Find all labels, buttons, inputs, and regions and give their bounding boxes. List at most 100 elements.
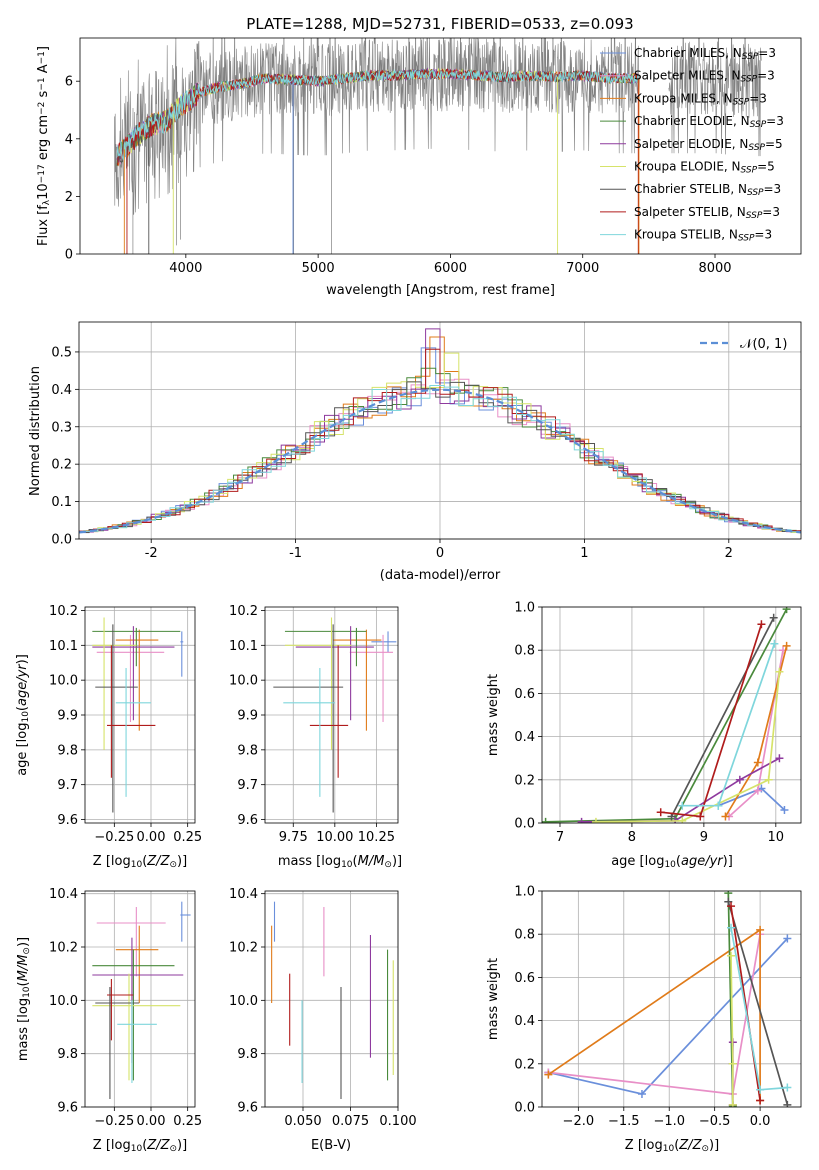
label-part: =5 [765,137,783,151]
mass-weight-line-kroupa_elodie [595,671,781,823]
label-part: mass [ [278,854,321,869]
mass-weight-line-salpeter_miles [548,934,761,1095]
axes-border [264,890,399,1108]
y-axis-label: mass weight [486,958,501,1040]
normal-curve [79,388,801,534]
axes-border [78,321,802,540]
errorbars-age_vs_mass [273,617,397,813]
mass-weight-line-chabrier_miles [548,937,789,1095]
label-part: mass [ [16,1018,31,1061]
y-tick-label: 0.5 [51,345,72,360]
label-part: SSP [742,52,759,62]
y-tick-label: 1.0 [514,601,535,616]
marker-chabrier_stelib [724,897,733,906]
legend-label-chabrier_miles: Chabrier MILES, NSSP=3 [634,46,776,62]
label-part: Chabrier STELIB, N [634,182,747,196]
label-part: ⊙ [701,1144,709,1154]
label-part: −1 [37,77,47,90]
label-part: ⊙ [384,860,392,870]
mass-weight-line-chabrier_stelib [670,617,775,817]
label-part: SSP [748,143,765,153]
y-tick-label: 0.2 [514,773,535,788]
marker-chabrier_elodie [542,817,550,823]
legend-label-salpeter_stelib: Salpeter STELIB, NSSP=3 [634,205,780,221]
label-part: =3 [762,205,780,219]
y-tick-label: 0 [65,248,73,263]
y-tick-label: 10.4 [49,887,78,902]
marker-salpeter_elodie [775,754,784,763]
label-part: Z/Z [146,1138,170,1153]
x-axis-label: E(B-V) [311,1138,351,1153]
label-part: SSP [738,234,755,244]
marker-kroupa_miles [721,812,730,821]
label-part: SSP [741,75,758,85]
y-tick-label: 0.4 [514,1014,535,1029]
y-tick-label: 2 [65,190,73,205]
marker-kroupa_stelib [783,1083,792,1092]
label-part: A [36,64,51,77]
label-part: =3 [758,46,776,60]
marker-kroupa_elodie [728,1100,737,1107]
label-part: ( [142,1138,147,1153]
marker-kroupa_miles [544,1070,553,1079]
x-tick-label: 10.00 [316,830,353,845]
label-part: ( [16,981,31,986]
label-part: Kroupa ELODIE, N [634,160,741,174]
x-tick-label: 2 [725,546,733,561]
y-tick-label: 4 [65,132,73,147]
legend-label-chabrier_stelib: Chabrier STELIB, NSSP=3 [634,182,781,198]
x-tick-label: 6000 [434,261,467,276]
label-part: =5 [757,160,775,174]
x-tick-label: 8 [628,830,636,845]
y-tick-label: 9.6 [57,1101,78,1116]
label-part: 10 [341,860,353,870]
y-tick-label: 0.0 [51,533,72,548]
y-tick-label: 10.4 [229,887,258,902]
label-part: )] [723,854,733,869]
label-part: age [ [15,742,30,775]
axes-border [84,606,196,824]
marker-chabrier_stelib [769,613,778,622]
y-axis-label: Flux [fλ10−17 erg cm−2 s−1 A−1] [36,46,52,246]
label-part: log [321,854,341,869]
y-axis-label: mass [log10(M/M⊙)] [16,937,32,1061]
x-axis-label: mass [log10(M/M⊙)] [278,854,402,870]
marker-kroupa_elodie [775,667,784,676]
marker-salpeter_stelib [757,620,766,629]
x-tick-label: 0.075 [332,1114,369,1129]
label-part: M/M [16,955,31,982]
marker-chabrier_miles [780,806,789,815]
lines-mass_weight_vs_age [542,607,791,823]
label-part: ⊙ [169,1144,177,1154]
x-tick-label: 0.0 [750,1114,771,1129]
axes-age_vs_Z: −0.25 0.00 0.25 9.6 9.7 9.8 9.9 10.0 10.1 10.2 [49,604,202,845]
x-tick-label: 0.100 [379,1114,416,1129]
label-part: Z/Z [678,1138,702,1153]
mass-weight-line-salpeter_elodie [581,757,780,823]
y-tick-label: 0.4 [51,383,72,398]
x-tick-label: 7000 [566,261,599,276]
histogram-kroupa_elodie [83,352,801,533]
y-tick-label: 10.0 [49,994,78,1009]
label-part: =3 [757,69,775,83]
y-axis-label: Normed distribution [28,366,43,496]
x-tick-label: 0.00 [137,830,166,845]
errorbars-age_vs_Z [92,617,184,813]
y-tick-label: 9.7 [237,778,258,793]
label-part: −17 [37,164,47,183]
label-part: SSP [750,120,767,130]
marker-kroupa_stelib [770,639,779,648]
mass-weight-line-salpeter_stelib [730,905,761,1101]
y-tick-label: 9.9 [237,709,258,724]
axes-mass_vs_Z: −0.25 0.00 0.25 9.6 9.8 10.0 10.2 10.4 [49,887,202,1129]
marker-kroupa_elodie [728,1059,737,1068]
label-part: Z [ [93,854,111,869]
label-part: ( [15,706,30,711]
marker-chabrier_miles [637,1090,646,1099]
axes-residuals: -2 -1 0 1 2 0.0 0.1 0.2 0.3 0.4 0.5 [51,322,801,561]
y-tick-label: 10.2 [229,604,258,619]
label-part: ] [36,46,51,51]
mass-weight-line-chabrier_elodie [545,608,788,823]
y-tick-label: 0.8 [514,928,535,943]
mass-weight-line-kroupa_stelib [682,643,776,807]
